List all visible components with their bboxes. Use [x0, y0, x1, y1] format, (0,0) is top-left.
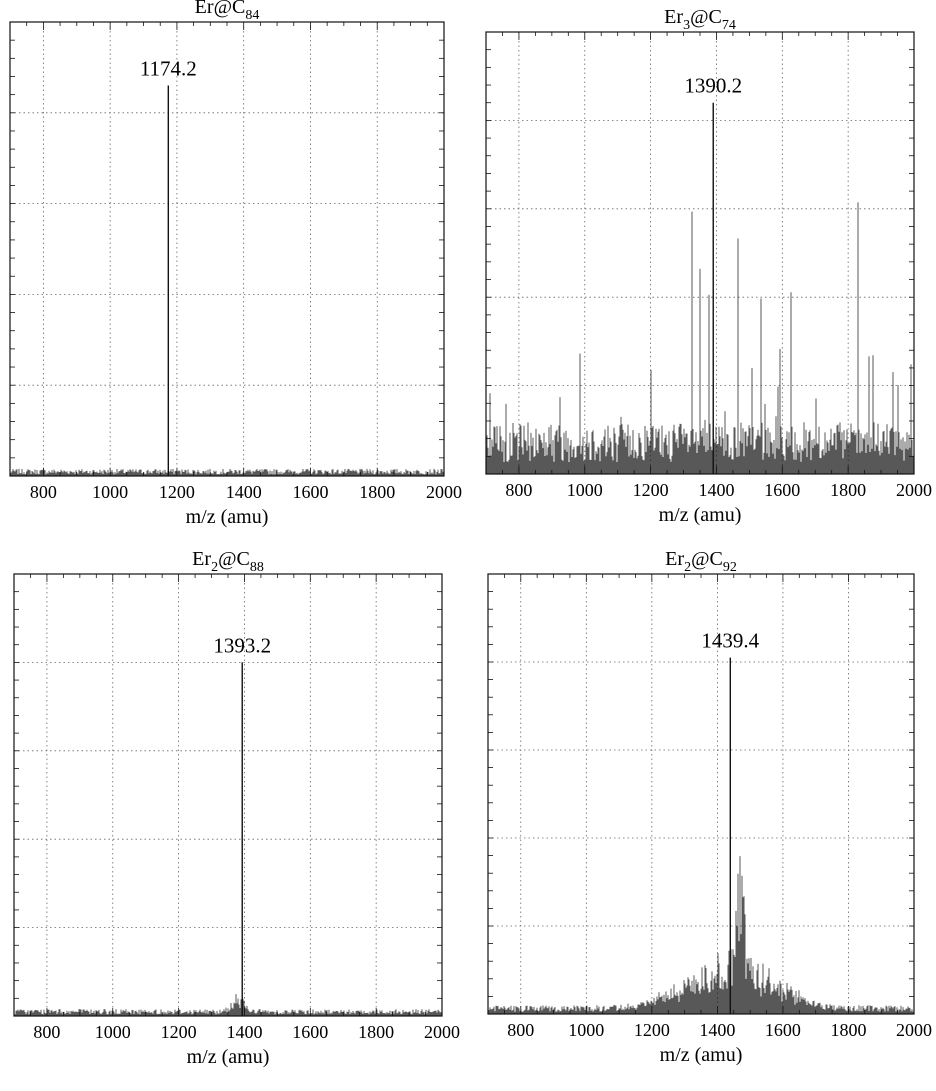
title-subscript: 2 — [211, 560, 218, 575]
panel-title: Er3@C74 — [664, 6, 736, 33]
x-tick-label: 1800 — [358, 1022, 394, 1042]
x-axis-label: m/z (amu) — [659, 504, 742, 526]
x-tick-label: 1400 — [699, 1020, 735, 1040]
spectrum-panel-1: 1174.2 800 1000 1200 1400 1600 1800 2000 m/z (am… — [9, 0, 462, 528]
title-subscript: 2 — [684, 560, 691, 575]
x-tick-label: 1000 — [568, 1020, 604, 1040]
x-tick-label: 2000 — [896, 1020, 932, 1040]
x-tick-label: 800 — [33, 1022, 60, 1042]
title-part: @C — [690, 6, 722, 28]
panel-title: Er@C84 — [195, 0, 260, 23]
x-tick-label: 1200 — [633, 480, 669, 500]
x-tick-label: 1800 — [830, 1020, 866, 1040]
x-tick-label: 1400 — [698, 480, 734, 500]
x-axis-label: m/z (amu) — [187, 1046, 270, 1068]
x-tick-label: 2000 — [896, 480, 932, 500]
plot-frame — [13, 573, 443, 1017]
x-tick-label: 1600 — [292, 482, 328, 502]
x-tick-label: 1400 — [226, 1022, 262, 1042]
title-subscript: 88 — [250, 560, 264, 575]
x-tick-label: 1200 — [161, 1022, 197, 1042]
x-tick-label: 800 — [507, 1020, 534, 1040]
title-part: @C — [218, 548, 250, 570]
title-part: Er — [195, 0, 214, 18]
panel-title: Er2@C92 — [665, 548, 737, 575]
title-part: @C — [691, 548, 723, 570]
title-subscript: 92 — [723, 560, 737, 575]
x-tick-label: 1600 — [765, 1020, 801, 1040]
x-tick-label: 2000 — [426, 482, 462, 502]
x-tick-label: 1800 — [830, 480, 866, 500]
peak-label: 1439.4 — [701, 629, 759, 653]
spectrum-panel-2: 1390.2 800 1000 1200 1400 1600 1800 2000 m/z (am… — [485, 6, 932, 526]
title-part: Er — [665, 548, 684, 570]
x-tick-label: 1000 — [567, 480, 603, 500]
title-subscript: 3 — [683, 18, 690, 33]
x-tick-label: 800 — [505, 480, 532, 500]
x-tick-label: 800 — [30, 482, 57, 502]
peak-label: 1393.2 — [213, 633, 271, 657]
spectrum-trace — [487, 856, 915, 1014]
title-part: @C — [214, 0, 246, 18]
x-tick-label: 1400 — [226, 482, 262, 502]
panel-title: Er2@C88 — [192, 548, 264, 575]
spectrum-trace — [9, 468, 445, 476]
x-tick-label: 1200 — [634, 1020, 670, 1040]
plot-frame — [487, 573, 915, 1015]
title-subscript: 74 — [722, 18, 736, 33]
x-tick-label: 2000 — [424, 1022, 460, 1042]
x-tick-label: 1000 — [95, 1022, 131, 1042]
title-part: Er — [664, 6, 683, 28]
spectrum-panel-3: 1393.2 800 1000 1200 1400 1600 1800 2000 m/z (am… — [13, 548, 460, 1068]
x-tick-label: 1600 — [764, 480, 800, 500]
x-tick-label: 1600 — [292, 1022, 328, 1042]
title-subscript: 84 — [245, 8, 259, 23]
x-tick-label: 1200 — [159, 482, 195, 502]
x-tick-label: 1800 — [359, 482, 395, 502]
spectrum-panel-4: 1439.4 800 1000 1200 1400 1600 1800 2000 m/z (am… — [487, 548, 932, 1066]
peak-label: 1390.2 — [684, 74, 742, 98]
peak-label: 1174.2 — [140, 57, 197, 81]
spectrum-trace — [485, 202, 915, 474]
x-tick-label: 1000 — [92, 482, 128, 502]
plot-frame — [9, 21, 445, 477]
x-axis-label: m/z (amu) — [660, 1044, 743, 1066]
spectrum-trace — [13, 994, 443, 1016]
title-part: Er — [192, 548, 211, 570]
x-axis-label: m/z (amu) — [186, 506, 269, 528]
